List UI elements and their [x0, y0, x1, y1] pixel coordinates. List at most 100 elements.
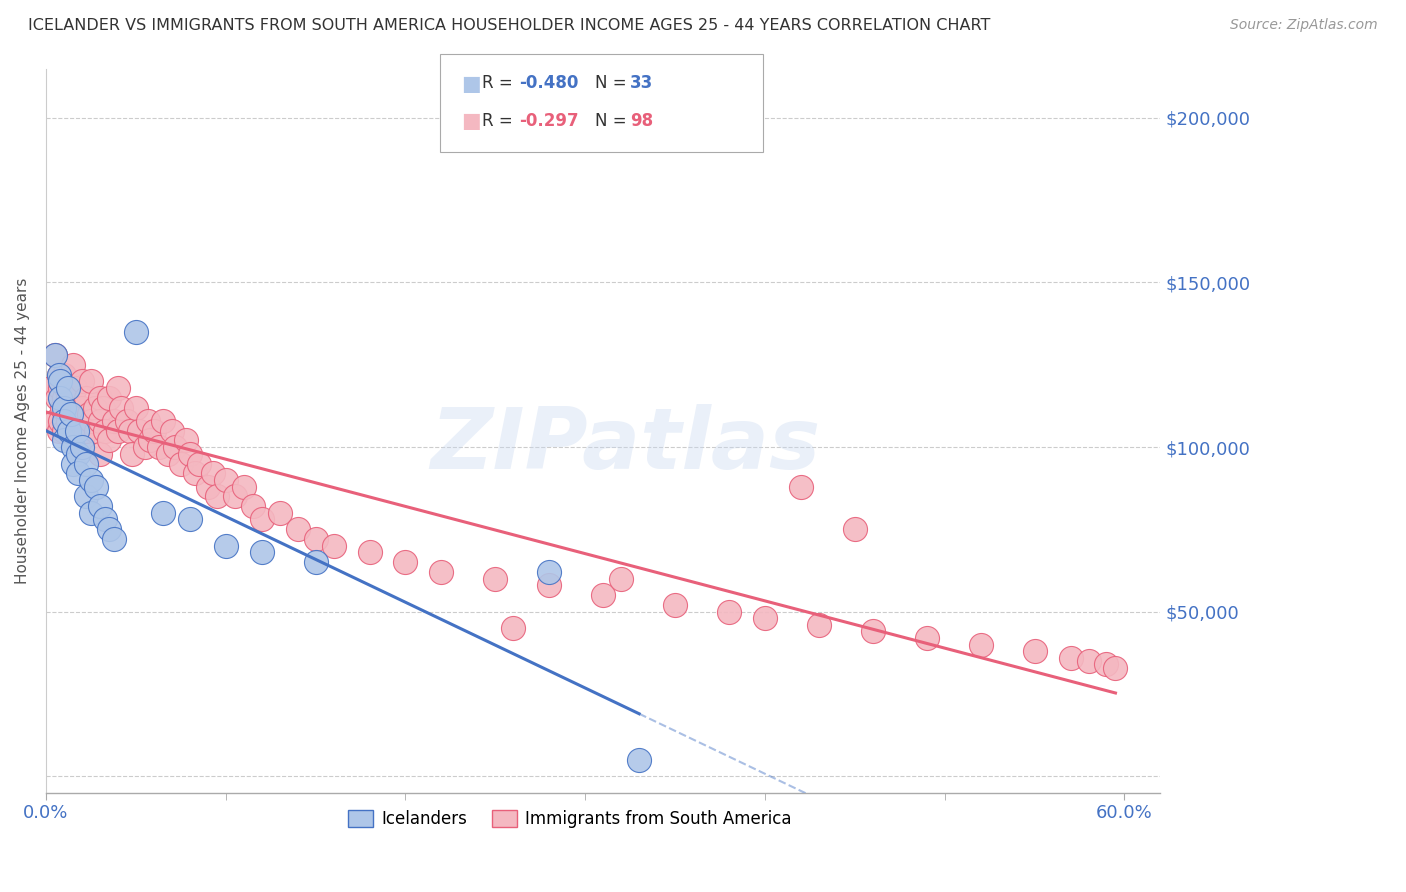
- Point: [484, 572, 506, 586]
- Point: [51, 401, 73, 415]
- Point: [70, 401, 93, 415]
- Point: [67, 467, 90, 481]
- Point: [83, 401, 105, 415]
- Point: [179, 447, 201, 461]
- Point: [242, 500, 264, 514]
- Point: [160, 424, 183, 438]
- Point: [62, 440, 84, 454]
- Point: [610, 572, 633, 586]
- Point: [44, 414, 66, 428]
- Point: [107, 381, 129, 395]
- Point: [664, 598, 686, 612]
- Point: [148, 440, 170, 454]
- Point: [89, 447, 111, 461]
- Text: -0.297: -0.297: [519, 112, 578, 129]
- Point: [89, 391, 111, 405]
- Point: [97, 522, 120, 536]
- Point: [94, 424, 117, 438]
- Point: [1095, 657, 1118, 672]
- Point: [103, 532, 125, 546]
- Point: [49, 381, 72, 395]
- Point: [84, 479, 107, 493]
- Point: [152, 506, 174, 520]
- Point: [60, 424, 83, 438]
- Point: [58, 424, 80, 438]
- Point: [97, 434, 120, 448]
- Point: [48, 368, 70, 382]
- Point: [430, 565, 453, 579]
- Point: [250, 545, 273, 559]
- Point: [52, 368, 75, 382]
- Point: [49, 414, 72, 428]
- Point: [48, 368, 70, 382]
- Point: [157, 447, 180, 461]
- Text: ICELANDER VS IMMIGRANTS FROM SOUTH AMERICA HOUSEHOLDER INCOME AGES 25 - 44 YEARS: ICELANDER VS IMMIGRANTS FROM SOUTH AMERI…: [28, 18, 990, 33]
- Point: [287, 522, 309, 536]
- Point: [70, 440, 93, 454]
- Text: -0.480: -0.480: [519, 74, 578, 92]
- Point: [125, 325, 148, 339]
- Point: [754, 611, 776, 625]
- Point: [165, 440, 187, 454]
- Text: ■: ■: [461, 112, 481, 131]
- Legend: Icelanders, Immigrants from South America: Icelanders, Immigrants from South Americ…: [342, 804, 799, 835]
- Point: [97, 391, 120, 405]
- Point: [107, 424, 129, 438]
- Point: [80, 506, 103, 520]
- Point: [139, 434, 162, 448]
- Point: [215, 539, 238, 553]
- Point: [1024, 644, 1046, 658]
- Point: [94, 512, 117, 526]
- Point: [44, 348, 66, 362]
- Point: [56, 381, 79, 395]
- Point: [197, 479, 219, 493]
- Point: [304, 532, 326, 546]
- Text: 98: 98: [630, 112, 652, 129]
- Point: [152, 414, 174, 428]
- Point: [56, 391, 79, 405]
- Point: [80, 374, 103, 388]
- Point: [62, 391, 84, 405]
- Point: [969, 638, 991, 652]
- Point: [52, 414, 75, 428]
- Point: [52, 434, 75, 448]
- Point: [67, 414, 90, 428]
- Point: [179, 512, 201, 526]
- Point: [121, 447, 143, 461]
- Point: [80, 414, 103, 428]
- Point: [62, 358, 84, 372]
- Text: ■: ■: [461, 74, 481, 94]
- Point: [142, 424, 165, 438]
- Point: [125, 401, 148, 415]
- Point: [1077, 654, 1099, 668]
- Point: [844, 522, 866, 536]
- Point: [65, 401, 87, 415]
- Point: [56, 414, 79, 428]
- Point: [592, 588, 614, 602]
- Point: [84, 424, 107, 438]
- Point: [67, 447, 90, 461]
- Point: [138, 414, 160, 428]
- Point: [134, 440, 156, 454]
- Point: [62, 424, 84, 438]
- Point: [232, 479, 254, 493]
- Text: N =: N =: [595, 74, 631, 92]
- Point: [250, 512, 273, 526]
- Point: [170, 457, 193, 471]
- Text: R =: R =: [482, 112, 519, 129]
- Text: R =: R =: [482, 74, 519, 92]
- Point: [538, 565, 561, 579]
- Point: [628, 753, 651, 767]
- Point: [269, 506, 291, 520]
- Point: [62, 457, 84, 471]
- Point: [187, 457, 209, 471]
- Text: Source: ZipAtlas.com: Source: ZipAtlas.com: [1230, 18, 1378, 32]
- Point: [184, 467, 207, 481]
- Point: [1104, 660, 1126, 674]
- Point: [75, 457, 97, 471]
- Point: [44, 348, 66, 362]
- Point: [93, 401, 115, 415]
- Point: [915, 631, 938, 645]
- Point: [80, 473, 103, 487]
- Point: [75, 490, 97, 504]
